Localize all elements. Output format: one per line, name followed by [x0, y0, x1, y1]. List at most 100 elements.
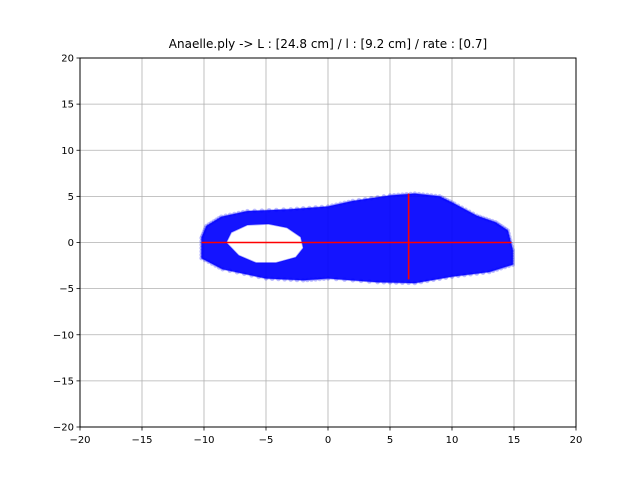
scatter-point: [416, 191, 422, 197]
scatter-point: [456, 273, 461, 279]
scatter-point: [400, 280, 405, 285]
scatter-point: [358, 278, 364, 284]
scatter-point: [509, 244, 515, 249]
scatter-point: [406, 280, 411, 286]
scatter-point: [350, 198, 355, 204]
scatter-point: [510, 252, 515, 257]
scatter-point: [444, 197, 450, 203]
scatter-point: [375, 279, 380, 285]
scatter-point: [206, 259, 211, 265]
scatter-point: [437, 194, 442, 199]
scatter-point: [467, 209, 472, 214]
scatter-point: [483, 216, 489, 222]
scatter-point: [490, 218, 495, 224]
scatter-point: [425, 278, 430, 284]
scatter-point: [387, 193, 393, 198]
scatter-point: [420, 192, 426, 197]
scatter-point: [202, 257, 208, 263]
scatter-point: [493, 220, 498, 225]
scatter-point: [282, 277, 287, 282]
scatter-point: [452, 201, 457, 206]
scatter-point: [437, 276, 442, 281]
scatter-point: [510, 262, 515, 267]
scatter-point: [294, 277, 300, 283]
scatter-point: [375, 195, 380, 200]
scatter-point: [227, 268, 233, 273]
scatter-point: [400, 192, 405, 197]
scatter-point: [462, 272, 467, 278]
y-tick-label: −15: [53, 376, 74, 387]
scatter-point: [433, 193, 438, 199]
scatter-point: [288, 207, 293, 212]
scatter-point: [506, 263, 512, 269]
scatter-point: [477, 214, 483, 220]
scatter-point: [506, 231, 511, 236]
scatter-point: [474, 213, 479, 218]
scatter-point: [201, 229, 207, 235]
scatter-point: [227, 212, 233, 218]
scatter-point: [342, 200, 347, 206]
data-layer: [199, 191, 515, 286]
scatter-point: [474, 271, 479, 276]
scatter-point: [338, 201, 343, 206]
scatter-point: [391, 192, 397, 198]
x-tick-label: 5: [387, 435, 393, 446]
x-tick-label: 20: [570, 435, 583, 446]
scatter-point: [199, 245, 204, 251]
scatter-point: [463, 207, 468, 212]
scatter-point: [313, 277, 318, 282]
scatter-point: [408, 191, 413, 197]
scatter-point: [252, 208, 257, 214]
scatter-point: [199, 249, 204, 254]
scatter-point: [369, 196, 374, 201]
scatter-point: [456, 203, 461, 208]
scatter-point: [211, 219, 217, 224]
scatter-point: [305, 277, 310, 283]
scatter-point: [321, 276, 327, 281]
scatter-point: [442, 196, 447, 202]
scatter-point: [412, 191, 417, 196]
y-tick-label: 15: [61, 100, 74, 111]
scatter-point: [487, 217, 492, 223]
x-tick-label: 0: [325, 435, 331, 446]
x-tick-label: −20: [69, 435, 90, 446]
scatter-point: [200, 231, 206, 237]
scatter-point: [216, 216, 222, 221]
scatter-point: [204, 223, 209, 229]
scatter-point: [301, 206, 306, 211]
scatter-point: [202, 227, 208, 233]
scatter-point: [334, 202, 339, 207]
scatter-point: [495, 221, 500, 226]
scatter-point: [319, 204, 324, 210]
scatter-point: [294, 206, 300, 212]
scatter-point: [307, 205, 312, 211]
scatter-point: [309, 277, 314, 282]
x-tick-label: 15: [508, 435, 521, 446]
y-tick-label: −5: [59, 284, 74, 295]
scatter-point: [510, 250, 515, 255]
scatter-point: [505, 228, 510, 233]
scatter-point: [510, 255, 515, 260]
scatter-point: [501, 225, 506, 230]
scatter-point: [240, 209, 246, 215]
scatter-point: [203, 225, 208, 231]
y-tick-label: −10: [53, 330, 74, 341]
x-tick-label: −5: [259, 435, 274, 446]
scatter-point: [507, 234, 512, 240]
scatter-point: [245, 208, 250, 214]
scatter-point: [334, 276, 339, 282]
scatter-point: [236, 210, 241, 216]
scatter-point: [418, 279, 424, 285]
scatter-point: [449, 200, 455, 205]
scatter-point: [499, 224, 504, 229]
scatter-point: [209, 220, 214, 226]
scatter-point: [429, 193, 434, 198]
scatter-point: [256, 274, 261, 280]
y-tick-label: 0: [68, 238, 74, 249]
scatter-point: [412, 280, 417, 286]
scatter-point: [288, 277, 293, 282]
scatter-point: [490, 268, 496, 273]
scatter-point: [317, 276, 322, 282]
scatter-point: [329, 203, 335, 208]
scatter-point: [498, 266, 504, 271]
